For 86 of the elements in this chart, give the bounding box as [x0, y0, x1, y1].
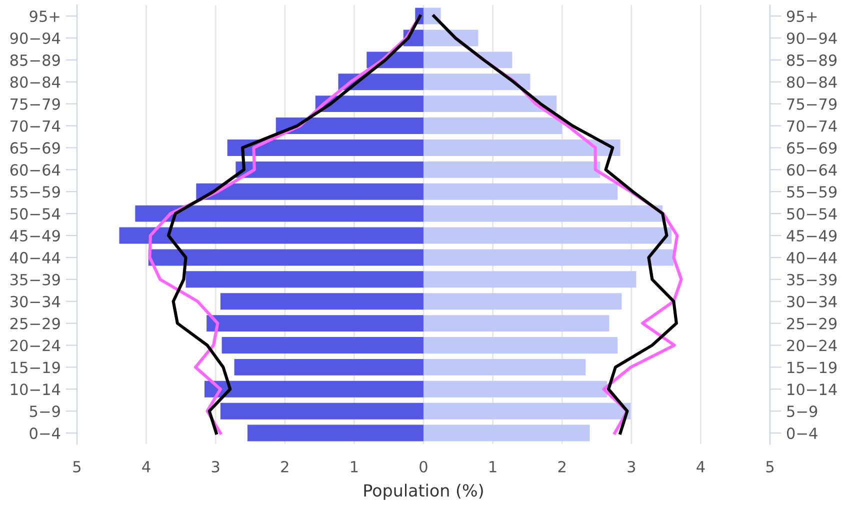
y-tick-label: 70−74: [787, 120, 837, 132]
bar: [423, 96, 557, 112]
y-tick-label: 85−89: [787, 54, 837, 66]
bar: [423, 380, 608, 398]
category-label: 85−89: [10, 54, 60, 66]
category-label: 70−74: [10, 120, 60, 132]
bar: [227, 139, 424, 156]
category-label: 30−34: [10, 296, 60, 308]
category-label: 5−9: [30, 406, 60, 418]
y-tick-label: 60−64: [787, 164, 837, 176]
y-tick-label: 5−9: [787, 406, 818, 418]
bar: [135, 205, 424, 222]
bar: [423, 293, 622, 310]
bar: [196, 183, 424, 200]
category-label: 45−49: [10, 230, 60, 242]
x-tick-label: 3: [212, 460, 220, 473]
x-tick-label: 2: [558, 460, 566, 472]
bar: [220, 402, 424, 420]
bar: [423, 315, 610, 332]
bar: [186, 271, 424, 288]
bar: [204, 380, 424, 398]
y-tick-label: 50−54: [787, 208, 837, 220]
y-tick-label: 80−84: [787, 76, 837, 88]
bar: [423, 271, 636, 288]
y-tick-label: 20−24: [787, 340, 837, 352]
y-tick-label: 10−14: [788, 384, 837, 396]
y-tick-label: 30−34: [787, 296, 837, 308]
y-tick-label: 35−39: [787, 274, 837, 286]
y-tick-label: 45−49: [786, 230, 837, 242]
category-label: 40−44: [10, 252, 60, 264]
x-tick-label: 4: [142, 461, 150, 472]
bar: [222, 337, 424, 354]
bar: [119, 227, 424, 244]
x-tick-label: 2: [281, 460, 288, 472]
x-tick-label: 1: [490, 461, 496, 472]
bar: [423, 249, 674, 266]
category-label: 25−29: [10, 318, 60, 330]
category-label: 0−4: [30, 428, 60, 440]
bar: [423, 52, 512, 68]
y-tick-label: 95+: [786, 10, 817, 22]
category-label: 20−24: [10, 340, 60, 352]
bar: [315, 96, 424, 112]
bar: [423, 358, 586, 376]
x-tick-label: 1: [350, 461, 358, 472]
bar: [423, 205, 663, 222]
bar: [423, 139, 620, 156]
y-tick-label: 0−4: [786, 428, 818, 440]
y-tick-label: 65−69: [787, 142, 837, 154]
bar: [220, 293, 424, 310]
x-axis-title: Population (%): [364, 484, 483, 500]
x-tick-label: 3: [628, 460, 636, 473]
bar: [423, 402, 631, 420]
category-label: 15−19: [10, 362, 60, 374]
x-tick-label: 4: [696, 461, 705, 472]
category-label: 65−69: [10, 142, 60, 154]
x-tick-label: 5: [766, 461, 774, 473]
bar: [206, 315, 424, 332]
x-tick-label: 5: [73, 461, 80, 473]
bar: [276, 118, 424, 134]
category-label: 90−94: [10, 32, 60, 44]
bar: [247, 424, 424, 442]
category-label: 95+: [30, 10, 60, 22]
category-label: 60−64: [10, 164, 60, 176]
bar: [423, 118, 562, 134]
bar: [234, 358, 424, 376]
y-tick-label: 55−59: [787, 186, 837, 198]
bar: [423, 183, 618, 200]
y-tick-label: 25−29: [787, 318, 837, 330]
category-label: 10−14: [10, 384, 60, 396]
x-tick-label: 0: [420, 460, 428, 473]
category-label: 50−54: [10, 208, 60, 220]
bar: [423, 74, 530, 90]
category-label: 35−39: [10, 274, 60, 286]
y-tick-label: 15−19: [788, 362, 837, 374]
bar: [423, 227, 672, 244]
y-tick-label: 75−79: [787, 98, 837, 110]
y-tick-label: 90−94: [786, 32, 837, 44]
y-tick-label: 40−44: [786, 252, 837, 264]
category-label: 80−84: [10, 76, 60, 88]
bar: [423, 161, 600, 178]
bar: [423, 424, 590, 442]
category-label: 55−59: [10, 186, 60, 198]
bar: [236, 161, 424, 178]
bar: [148, 249, 424, 266]
category-label: 75−79: [10, 98, 60, 110]
bar: [423, 337, 618, 354]
